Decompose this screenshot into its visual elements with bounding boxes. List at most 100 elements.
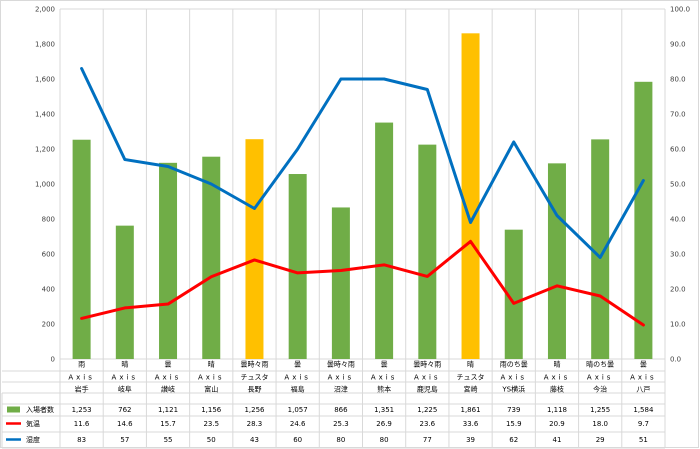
legend-label-temperature: 気温 — [26, 419, 40, 428]
data-table-cell: 1,057 — [288, 406, 308, 414]
category-label: 曇 — [640, 361, 647, 369]
data-table-cell: 1,256 — [244, 406, 265, 414]
data-table-cell: 1,255 — [590, 406, 610, 414]
category-label: チュスタ — [457, 373, 485, 382]
data-table-cell: 26.9 — [376, 420, 392, 428]
category-label: Axis — [587, 374, 614, 382]
y-right-tick-label: 20.0 — [670, 286, 686, 294]
bar-attendance — [375, 122, 394, 359]
y-left-tick-label: 400 — [42, 286, 55, 294]
data-table-cell: 1,118 — [547, 406, 567, 414]
bar-attendance — [72, 139, 91, 359]
data-table-cell: 15.7 — [160, 420, 176, 428]
legend-label-attendance: 入場者数 — [26, 405, 54, 414]
y-right-tick-label: 60.0 — [670, 146, 686, 154]
y-left-tick-label: 1,400 — [35, 111, 55, 119]
y-left-tick-label: 1,600 — [35, 76, 55, 84]
bar-attendance — [634, 81, 653, 360]
data-table-cell: 739 — [507, 406, 520, 414]
data-table-cell: 1,253 — [72, 406, 92, 414]
category-label: 熊本 — [377, 385, 391, 394]
y-right-tick-label: 0.0 — [670, 356, 681, 364]
bar-attendance — [115, 225, 134, 359]
bar-attendance — [331, 207, 350, 359]
category-label: 晴 — [467, 360, 474, 369]
category-label: 福島 — [291, 385, 305, 394]
y-left-tick-label: 800 — [42, 216, 55, 224]
line-temperature — [80, 239, 645, 327]
bar-attendance — [245, 139, 264, 359]
data-table-cell: 866 — [334, 406, 348, 414]
category-label: Axis — [112, 374, 139, 382]
bar-attendance — [461, 33, 480, 359]
data-table-cell: 762 — [118, 406, 131, 414]
category-label: Axis — [155, 374, 182, 382]
bar-attendance — [288, 174, 307, 359]
y-right-tick-label: 80.0 — [670, 76, 686, 84]
category-label: Axis — [198, 374, 225, 382]
data-table-cell: 62 — [509, 436, 518, 444]
y-right-tick-label: 90.0 — [670, 41, 686, 49]
data-table-cell: 83 — [77, 436, 86, 444]
category-label: Axis — [414, 374, 441, 382]
data-table-cell: 28.3 — [247, 420, 263, 428]
data-table-cell: 20.9 — [549, 420, 565, 428]
line-humidity — [80, 67, 645, 259]
category-label: 曇時々雨 — [240, 361, 268, 369]
data-table-cell: 1,351 — [374, 406, 394, 414]
data-table-cell: 14.6 — [117, 420, 133, 428]
category-label: 沼津 — [334, 385, 348, 394]
y-left-tick-label: 0 — [51, 356, 55, 364]
category-label: 讃岐 — [161, 385, 175, 394]
data-table-cell: 41 — [553, 436, 562, 444]
data-table-cell: 80 — [336, 436, 345, 444]
category-label: 曇 — [165, 361, 172, 369]
data-table-cell: 1,225 — [417, 406, 437, 414]
category-label: 鹿児島 — [417, 385, 438, 394]
bar-attendance — [202, 156, 221, 359]
data-table-cell: 1,121 — [158, 406, 178, 414]
category-label: 曇 — [294, 361, 301, 369]
category-label: 宮崎 — [464, 385, 478, 394]
category-label: 富山 — [204, 385, 218, 394]
data-table-cell: 9.7 — [638, 420, 649, 428]
data-table-cell: 25.3 — [333, 420, 349, 428]
category-label: 晴 — [208, 360, 215, 369]
y-right-tick-label: 30.0 — [670, 251, 686, 259]
category-label: 八戸 — [636, 386, 650, 394]
category-label: Axis — [68, 374, 95, 382]
y-left-tick-label: 1,000 — [35, 181, 55, 189]
category-label: Axis — [630, 374, 657, 382]
category-label: 藤枝 — [550, 385, 564, 394]
category-label: 晴のち曇 — [586, 360, 614, 369]
category-label: 晴 — [553, 360, 560, 369]
legend-key-attendance — [7, 406, 20, 413]
category-label: Axis — [284, 374, 311, 382]
category-label: 曇時々雨 — [413, 361, 441, 369]
category-label: Axis — [371, 374, 398, 382]
data-table-cell: 1,584 — [633, 406, 654, 414]
data-table-cell: 23.5 — [203, 420, 219, 428]
legend-label-humidity: 湿度 — [26, 435, 40, 444]
data-table-cell: 50 — [207, 436, 216, 444]
category-label: 雨のち曇 — [500, 361, 528, 369]
y-left-tick-label: 600 — [42, 251, 55, 259]
category-label: 岐阜 — [118, 385, 132, 394]
category-label: 晴 — [121, 360, 128, 369]
category-label: 雨 — [78, 361, 85, 369]
category-label: 今治 — [593, 385, 607, 394]
y-right-tick-label: 70.0 — [670, 111, 686, 119]
y-left-tick-label: 1,200 — [35, 146, 55, 154]
data-table-cell: 77 — [423, 436, 432, 444]
data-table-cell: 33.6 — [463, 420, 479, 428]
data-table-cell: 29 — [596, 436, 605, 444]
data-table-cell: 18.0 — [592, 420, 608, 428]
y-left-tick-label: 2,000 — [35, 6, 55, 14]
y-right-tick-label: 50.0 — [670, 181, 686, 189]
data-table-cell: 57 — [120, 436, 129, 444]
data-table-cell: 55 — [164, 436, 173, 444]
data-table-cell: 51 — [639, 436, 648, 444]
category-label: 長野 — [247, 386, 261, 394]
bar-attendance — [159, 162, 178, 359]
data-table-cell: 1,156 — [201, 406, 222, 414]
